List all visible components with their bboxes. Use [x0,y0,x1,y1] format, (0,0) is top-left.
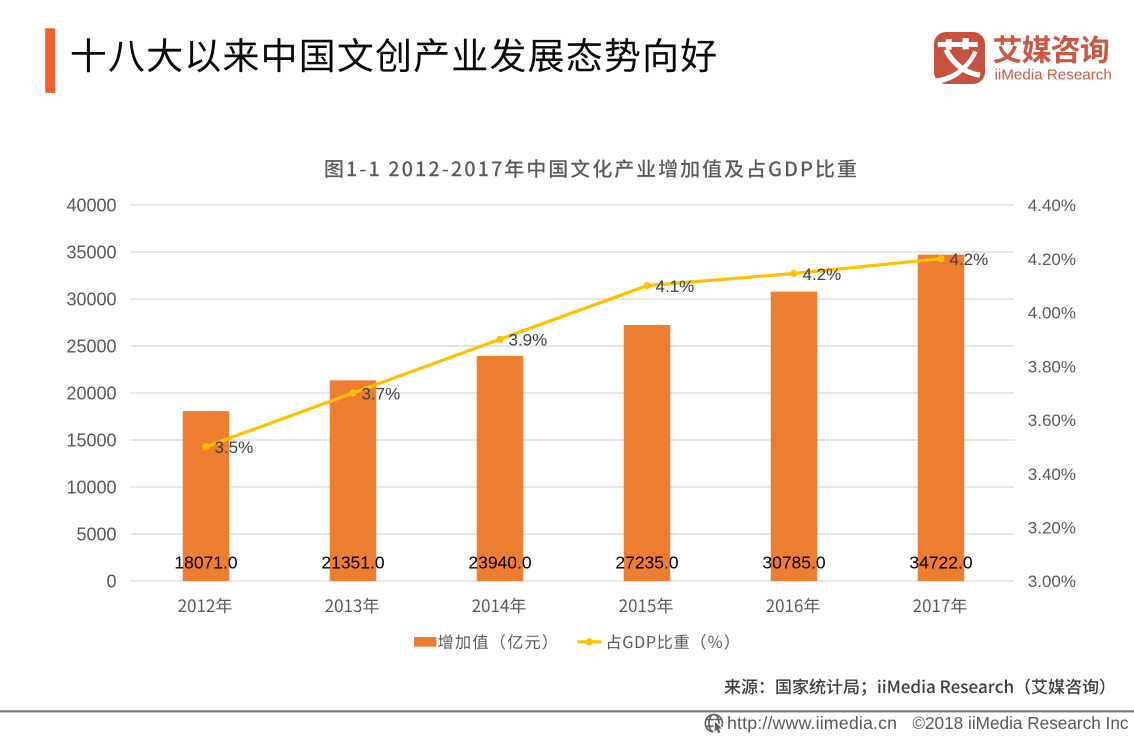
svg-text:25000: 25000 [66,336,116,356]
svg-text:3.20%: 3.20% [1028,519,1076,538]
svg-text:3.60%: 3.60% [1028,411,1076,430]
svg-text:3.9%: 3.9% [509,331,548,350]
svg-text:iiMedia Research: iiMedia Research [995,67,1112,84]
svg-text:5000: 5000 [76,525,116,545]
svg-text:3.00%: 3.00% [1028,572,1076,591]
svg-text:3.80%: 3.80% [1028,357,1076,376]
svg-text:3.5%: 3.5% [215,438,254,457]
svg-text:10000: 10000 [66,477,116,497]
svg-text:35000: 35000 [66,242,116,262]
svg-text:3.40%: 3.40% [1028,465,1076,484]
svg-text:4.20%: 4.20% [1028,250,1076,269]
svg-text:15000: 15000 [66,430,116,450]
svg-text:4.2%: 4.2% [950,250,989,269]
svg-text:18071.0: 18071.0 [174,552,238,572]
svg-text:27235.0: 27235.0 [615,552,679,572]
svg-text:30000: 30000 [66,289,116,309]
svg-text:4.2%: 4.2% [803,265,842,284]
svg-text:http://www.iimedia.cn: http://www.iimedia.cn [727,713,897,733]
svg-text:4.1%: 4.1% [656,277,695,296]
svg-text:30785.0: 30785.0 [762,552,826,572]
svg-text:4.40%: 4.40% [1028,196,1076,215]
svg-text:21351.0: 21351.0 [321,552,385,572]
svg-text:©2018 iiMedia Research Inc: ©2018 iiMedia Research Inc [912,713,1129,733]
svg-text:40000: 40000 [66,195,116,215]
svg-text:0: 0 [106,572,116,592]
svg-text:34722.0: 34722.0 [909,552,973,572]
svg-text:3.7%: 3.7% [362,384,401,403]
svg-text:20000: 20000 [66,383,116,403]
svg-text:4.00%: 4.00% [1028,304,1076,323]
svg-text:23940.0: 23940.0 [468,552,532,572]
